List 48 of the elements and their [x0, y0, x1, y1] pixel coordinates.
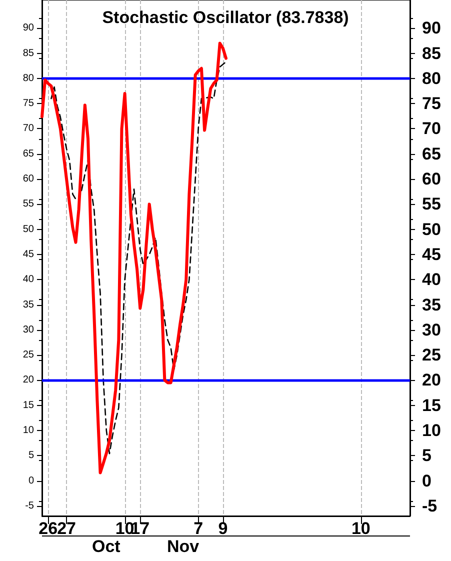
y2-tick-label: 85 — [422, 44, 441, 63]
y2-tick-label: 15 — [422, 396, 441, 415]
y-tick-label: 70 — [22, 123, 34, 134]
y-tick-label: 40 — [22, 274, 34, 286]
y2-tick-label: 30 — [422, 320, 441, 340]
x-tick-label: 27 — [57, 519, 76, 538]
y2-tick-label: 20 — [422, 370, 441, 390]
y2-tick-label: 90 — [422, 18, 441, 38]
text: Nov — [167, 537, 200, 556]
y-tick-label: 85 — [22, 48, 34, 59]
y-tick-label: 60 — [22, 174, 34, 185]
y-tick-label: 30 — [22, 324, 34, 336]
y-tick-label: 65 — [22, 148, 34, 160]
x-tick-label: 7 — [194, 519, 204, 538]
y-tick-label: 80 — [22, 72, 34, 84]
y-tick-label: 25 — [22, 350, 34, 361]
x-tick-label: 9 — [218, 519, 228, 538]
text: Oct — [92, 537, 121, 556]
y-tick-label: 75 — [22, 98, 34, 110]
y2-tick-label: 50 — [422, 220, 441, 239]
y2-tick-label: 10 — [422, 421, 441, 440]
y2-tick-label: 65 — [422, 144, 441, 164]
y2-tick-label: 40 — [422, 270, 441, 290]
y2-tick-label: -5 — [422, 496, 438, 516]
y-tick-label: 20 — [22, 374, 34, 386]
y-tick-label: 35 — [22, 299, 34, 310]
y-tick-label: 55 — [22, 198, 34, 210]
y2-tick-label: 60 — [422, 170, 441, 189]
y2-tick-label: 80 — [422, 68, 441, 88]
x-tick-label: 10 — [351, 519, 370, 538]
y2-tick-label: 25 — [422, 346, 441, 365]
y-tick-label: 50 — [22, 224, 34, 235]
y2-tick-label: 70 — [422, 119, 441, 138]
y-tick-label: 45 — [22, 248, 34, 260]
text: Stochastic Oscillator (83.7838) — [102, 8, 349, 27]
y2-tick-label: 45 — [422, 244, 441, 264]
y2-tick-label: 35 — [422, 295, 441, 314]
y-tick-label: 15 — [22, 400, 34, 411]
y2-tick-label: 0 — [422, 471, 432, 490]
y2-tick-label: 75 — [422, 94, 441, 114]
y2-tick-label: 5 — [422, 446, 432, 466]
y-tick-label: 90 — [22, 22, 34, 34]
y-tick-label: 10 — [22, 425, 34, 436]
y-tick-label: 5 — [28, 450, 34, 462]
y-tick-label: -5 — [25, 500, 34, 512]
y2-tick-label: 55 — [422, 194, 441, 214]
x-tick-label: 26 — [38, 519, 58, 538]
y-tick-label: 0 — [28, 475, 34, 486]
